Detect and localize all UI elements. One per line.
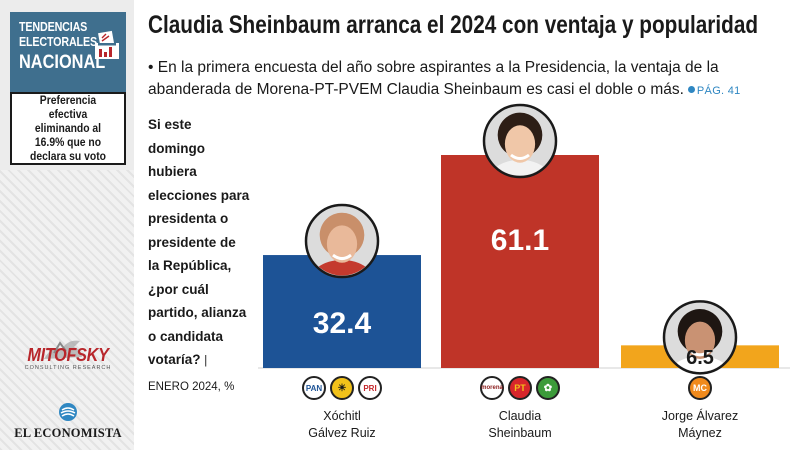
sidebar: TENDENCIAS ELECTORALES NACIONAL Preferen… bbox=[0, 0, 134, 450]
page-reference: PÁG. 41 bbox=[696, 85, 741, 97]
value-label-claudia-sheinbaum: 61.1 bbox=[491, 224, 549, 257]
ballot-box-icon bbox=[95, 30, 119, 59]
mitofsky-logo: MITOFSKY consulting research bbox=[12, 345, 124, 371]
candidate-name-xochitl-galvez-ruiz: Xóchitl Gálvez Ruiz bbox=[267, 408, 417, 442]
candidate-name-line: Sheinbaum bbox=[488, 426, 552, 440]
portrait-xochitl-galvez-ruiz bbox=[304, 203, 380, 279]
el-economista-logo-icon bbox=[59, 403, 77, 421]
value-label-jorge-alvarez-maynez: 6.5 bbox=[686, 347, 714, 369]
candidate-name-line: Gálvez Ruiz bbox=[308, 426, 376, 440]
page-subtitle: • En la primera encuesta del año sobre a… bbox=[148, 57, 788, 102]
preference-note-text: Preferencia efectiva eliminando al 16.9%… bbox=[30, 94, 106, 163]
publisher-name: EL ECONOMISTA bbox=[14, 426, 122, 440]
subtitle-text: • En la primera encuesta del año sobre a… bbox=[148, 59, 719, 98]
candidate-name-line: Máynez bbox=[678, 426, 722, 440]
party-logo-pri-icon: PRI bbox=[358, 376, 382, 400]
party-logo-mc-icon: MC bbox=[688, 376, 712, 400]
bar-claudia-sheinbaum bbox=[441, 155, 599, 368]
survey-question: Si este domingo hubiera elecciones para … bbox=[148, 113, 250, 399]
tendencias-badge: TENDENCIAS ELECTORALES NACIONAL bbox=[10, 12, 126, 92]
mitofsky-figure-icon bbox=[44, 340, 82, 359]
badge-line-2: ELECTORALES bbox=[19, 35, 97, 49]
page-ref-dot-icon bbox=[687, 85, 695, 93]
badge-line-1: TENDENCIAS bbox=[19, 20, 88, 34]
party-logo-pri-sun-icon: ☀ bbox=[330, 376, 354, 400]
candidate-name-line: Claudia bbox=[498, 409, 542, 423]
party-logo-pan-icon: PAN bbox=[302, 376, 326, 400]
question-text: Si este domingo hubiera elecciones para … bbox=[148, 117, 250, 367]
mitofsky-tagline: consulting research bbox=[24, 365, 112, 371]
party-logo-pvem-icon: ✿ bbox=[536, 376, 560, 400]
candidate-name-jorge-alvarez-maynez: Jorge Álvarez Máynez bbox=[625, 408, 775, 442]
portrait-jorge-alvarez-maynez bbox=[662, 300, 738, 375]
badge-line-3: NACIONAL bbox=[19, 52, 106, 73]
party-logo-pt-icon: PT bbox=[508, 376, 532, 400]
page-title: Claudia Sheinbaum arranca el 2024 con ve… bbox=[148, 11, 759, 39]
question-source: | ENERO 2024, % bbox=[148, 355, 235, 393]
portrait-claudia-sheinbaum bbox=[482, 103, 558, 179]
candidate-name-line: Jorge Álvarez bbox=[661, 409, 739, 423]
party-logo-morena-icon: morena bbox=[480, 376, 504, 400]
candidate-name-line: Xóchitl bbox=[323, 409, 361, 423]
value-label-xochitl-galvez-ruiz: 32.4 bbox=[313, 307, 372, 340]
preference-note: Preferencia efectiva eliminando al 16.9%… bbox=[10, 92, 126, 165]
mitofsky-name: MITOFSKY bbox=[27, 345, 109, 365]
candidate-name-claudia-sheinbaum: Claudia Sheinbaum bbox=[445, 408, 595, 442]
